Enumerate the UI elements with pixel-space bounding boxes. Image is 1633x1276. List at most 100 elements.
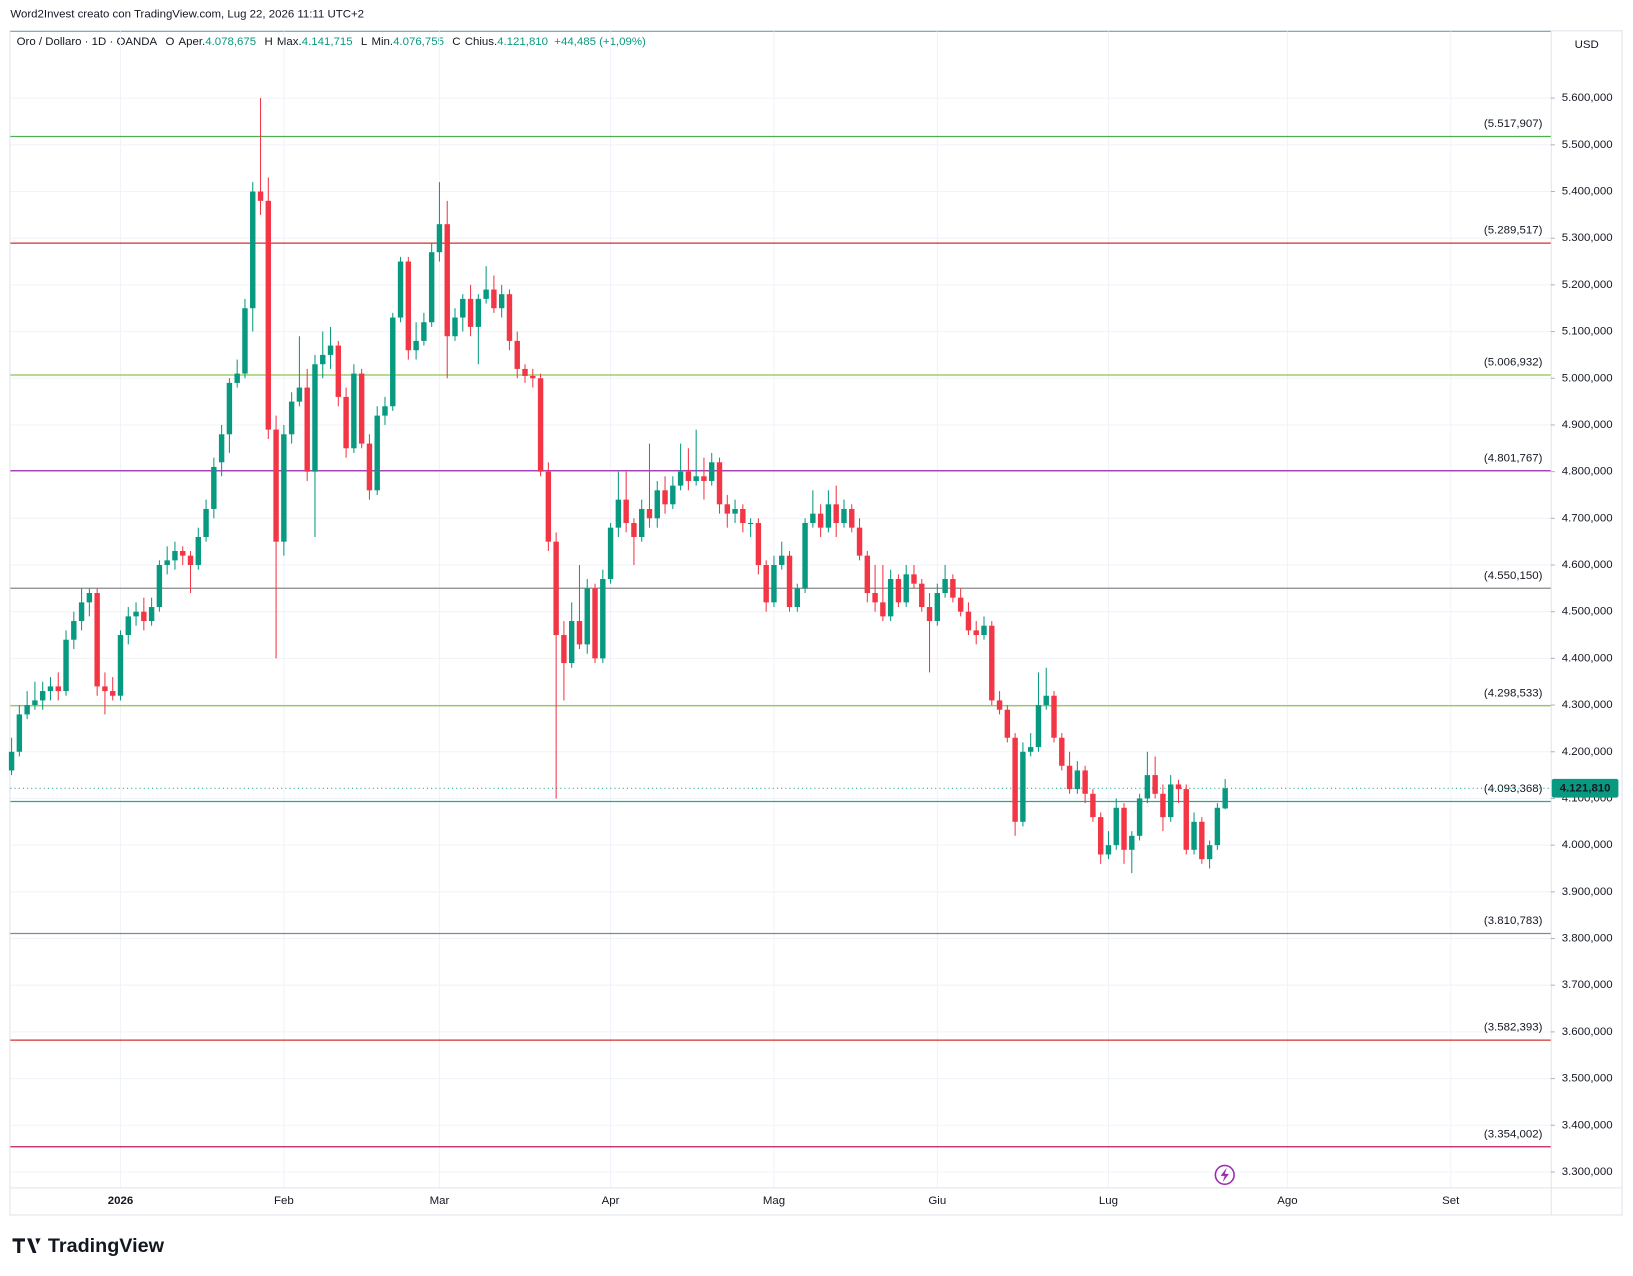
candle-body <box>452 317 458 337</box>
y-tick-label: 4.200,000 <box>1562 746 1613 758</box>
candle-body <box>39 691 46 701</box>
candle-body <box>1105 845 1112 855</box>
candle-body <box>786 555 793 608</box>
candle-body <box>592 588 598 659</box>
x-tick-label: Giu <box>928 1195 946 1207</box>
candle-body <box>833 504 839 523</box>
candle-body <box>483 289 489 299</box>
candle-body <box>545 471 552 542</box>
candle-body <box>242 308 248 374</box>
candle-body <box>63 639 69 692</box>
candle-body <box>273 429 279 542</box>
symbol: Oro / Dollaro · 1D · OANDA <box>17 36 158 48</box>
candle-body <box>421 322 427 341</box>
candle-body <box>304 387 310 472</box>
candle-body <box>810 513 816 523</box>
candle-body <box>467 298 474 327</box>
candle-body <box>47 686 54 692</box>
x-tick-label: Apr <box>602 1195 620 1207</box>
y-tick-label: 4.600,000 <box>1562 559 1613 571</box>
y-tick-label: 3.800,000 <box>1562 933 1613 945</box>
candle-body <box>1097 817 1104 855</box>
candle-body <box>351 373 357 449</box>
candle-body <box>117 635 124 696</box>
y-tick-label: 3.500,000 <box>1562 1073 1613 1085</box>
candle-body <box>981 625 987 636</box>
candle-body <box>226 382 233 435</box>
candle-body <box>934 593 941 622</box>
candle-body <box>156 565 163 608</box>
candle-body <box>1199 821 1205 860</box>
candle-body <box>732 508 738 514</box>
candle-body <box>701 476 707 481</box>
y-tick-label: 3.300,000 <box>1562 1166 1613 1178</box>
last-price-label: 4.121,810 <box>1560 782 1611 794</box>
candle-body <box>86 593 93 603</box>
candle-body <box>709 462 715 481</box>
legend-value: 4.078,675 <box>205 36 256 48</box>
legend: Oro / Dollaro · 1D · OANDA O Aper.4.078,67… <box>17 36 646 48</box>
candle-body <box>281 434 287 542</box>
brand-name: TradingView <box>48 1235 165 1257</box>
candle-body <box>849 508 855 528</box>
candle-body <box>460 298 466 318</box>
candle-body <box>973 630 979 636</box>
candle-body <box>180 550 186 556</box>
legend-name: Max. <box>277 36 302 48</box>
candle-body <box>1043 695 1049 706</box>
candle-body <box>405 261 412 351</box>
alert-icon[interactable] <box>1214 1164 1235 1186</box>
candle-body <box>366 443 373 491</box>
candle-body <box>491 289 497 309</box>
candle-body <box>475 298 482 327</box>
candle-body <box>514 340 520 369</box>
candle-body <box>1004 709 1011 738</box>
candle-body <box>965 611 972 631</box>
candle-body <box>872 593 878 603</box>
x-tick-label: Ago <box>1277 1195 1297 1207</box>
level-label: (3.810,783) <box>1484 915 1543 927</box>
candle-body <box>8 751 15 771</box>
y-tick-label: 4.400,000 <box>1562 652 1613 664</box>
candle-body <box>265 200 272 430</box>
legend-key: O <box>165 36 174 48</box>
candle-body <box>133 611 139 617</box>
candle-body <box>1012 737 1018 822</box>
candle-body <box>444 224 450 337</box>
legend-key: L <box>361 36 367 48</box>
legend-value: 4.076,755 <box>393 36 444 48</box>
candle-body <box>740 508 746 523</box>
y-tick-label: 4.000,000 <box>1562 839 1613 851</box>
candle-body <box>187 555 194 566</box>
candle-body <box>568 621 575 664</box>
candle-body <box>887 579 894 617</box>
x-tick-label: 2026 <box>108 1195 133 1207</box>
legend-value: 4.141,715 <box>302 36 353 48</box>
candle-body <box>382 406 388 416</box>
candle-body <box>942 579 948 594</box>
candle-body <box>55 686 61 692</box>
candle-body <box>1175 784 1182 790</box>
y-tick-label: 5.600,000 <box>1562 92 1613 104</box>
legend-name: Chius. <box>465 36 497 48</box>
candle-body <box>584 588 590 645</box>
candle-body <box>257 191 264 201</box>
candle-body <box>312 364 318 472</box>
candle-body <box>631 522 637 537</box>
legend-key: C <box>452 36 460 48</box>
candle-body <box>1059 737 1065 766</box>
candle-body <box>250 191 256 309</box>
candle-body <box>296 387 303 402</box>
candle-body <box>195 536 201 566</box>
candle-body <box>537 378 544 472</box>
y-tick-label: 3.600,000 <box>1562 1026 1613 1038</box>
level-label: (4.298,533) <box>1484 687 1543 699</box>
candle-body <box>24 705 30 715</box>
candle-body <box>102 686 108 692</box>
candle-body <box>413 340 419 351</box>
candle-body <box>1121 807 1127 850</box>
candle-body <box>125 616 131 636</box>
candle-body <box>71 621 77 640</box>
candle-body <box>436 224 443 253</box>
y-tick-label: 4.900,000 <box>1562 419 1613 431</box>
